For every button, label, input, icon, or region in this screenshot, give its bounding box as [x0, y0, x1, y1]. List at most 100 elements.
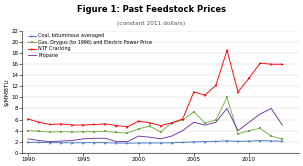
- Coal, bituminous averaged: [126, 142, 129, 144]
- Coal, bituminous averaged: [258, 140, 262, 142]
- NTF Cracking: [258, 62, 262, 64]
- NTF Cracking: [148, 122, 152, 124]
- Coal, bituminous averaged: [181, 141, 185, 143]
- Propane: [203, 124, 207, 126]
- Coal, bituminous averaged: [26, 141, 30, 143]
- Propane: [26, 138, 30, 140]
- Propane: [281, 124, 284, 126]
- Propane: [192, 121, 196, 123]
- Propane: [137, 135, 140, 137]
- Propane: [48, 141, 52, 143]
- Gas, Drygus (to 1996) and Electric Power Price: [159, 131, 162, 133]
- Gas, Drygus (to 1996) and Electric Power Price: [281, 138, 284, 140]
- Gas, Drygus (to 1996) and Electric Power Price: [26, 129, 30, 131]
- Coal, bituminous averaged: [159, 142, 162, 144]
- Propane: [104, 137, 107, 139]
- Coal, bituminous averaged: [192, 141, 196, 143]
- Coal, bituminous averaged: [37, 141, 41, 143]
- Text: (constant 2011 dollars): (constant 2011 dollars): [117, 21, 186, 26]
- NTF Cracking: [170, 122, 174, 124]
- Propane: [148, 136, 152, 138]
- Text: Figure 1: Past Feedstock Prices: Figure 1: Past Feedstock Prices: [77, 5, 226, 14]
- NTF Cracking: [181, 118, 185, 120]
- NTF Cracking: [192, 91, 196, 93]
- NTF Cracking: [247, 77, 251, 79]
- Coal, bituminous averaged: [148, 142, 152, 144]
- Propane: [269, 107, 273, 109]
- NTF Cracking: [82, 124, 85, 126]
- Line: NTF Cracking: NTF Cracking: [27, 49, 284, 128]
- Coal, bituminous averaged: [48, 142, 52, 144]
- Coal, bituminous averaged: [70, 142, 74, 144]
- Gas, Drygus (to 1996) and Electric Power Price: [59, 131, 63, 133]
- Gas, Drygus (to 1996) and Electric Power Price: [258, 127, 262, 129]
- Legend: Coal, bituminous averaged, Gas, Drygus (to 1996) and Electric Power Price, NTF C: Coal, bituminous averaged, Gas, Drygus (…: [28, 34, 152, 58]
- Propane: [37, 139, 41, 141]
- Gas, Drygus (to 1996) and Electric Power Price: [214, 119, 218, 121]
- Gas, Drygus (to 1996) and Electric Power Price: [115, 131, 118, 133]
- Coal, bituminous averaged: [59, 142, 63, 144]
- Coal, bituminous averaged: [203, 141, 207, 143]
- Propane: [115, 141, 118, 143]
- Gas, Drygus (to 1996) and Electric Power Price: [269, 135, 273, 137]
- Coal, bituminous averaged: [115, 142, 118, 144]
- Propane: [70, 139, 74, 141]
- NTF Cracking: [59, 123, 63, 125]
- Coal, bituminous averaged: [104, 142, 107, 144]
- NTF Cracking: [269, 63, 273, 65]
- Coal, bituminous averaged: [137, 142, 140, 144]
- Gas, Drygus (to 1996) and Electric Power Price: [192, 111, 196, 113]
- Propane: [59, 140, 63, 142]
- NTF Cracking: [137, 120, 140, 122]
- Gas, Drygus (to 1996) and Electric Power Price: [225, 96, 229, 98]
- NTF Cracking: [37, 121, 41, 123]
- NTF Cracking: [236, 91, 240, 93]
- Line: Propane: Propane: [28, 108, 282, 142]
- NTF Cracking: [26, 118, 30, 120]
- Gas, Drygus (to 1996) and Electric Power Price: [137, 128, 140, 130]
- Gas, Drygus (to 1996) and Electric Power Price: [37, 130, 41, 132]
- Propane: [92, 137, 96, 139]
- Gas, Drygus (to 1996) and Electric Power Price: [48, 131, 52, 133]
- Gas, Drygus (to 1996) and Electric Power Price: [236, 133, 240, 135]
- Coal, bituminous averaged: [236, 140, 240, 142]
- Propane: [214, 121, 218, 123]
- NTF Cracking: [70, 124, 74, 126]
- NTF Cracking: [203, 94, 207, 96]
- Gas, Drygus (to 1996) and Electric Power Price: [203, 122, 207, 124]
- Gas, Drygus (to 1996) and Electric Power Price: [92, 131, 96, 133]
- Gas, Drygus (to 1996) and Electric Power Price: [247, 129, 251, 131]
- Line: Coal, bituminous averaged: Coal, bituminous averaged: [27, 139, 284, 144]
- Gas, Drygus (to 1996) and Electric Power Price: [148, 125, 152, 127]
- Gas, Drygus (to 1996) and Electric Power Price: [104, 130, 107, 132]
- NTF Cracking: [92, 124, 96, 125]
- NTF Cracking: [214, 84, 218, 86]
- Coal, bituminous averaged: [82, 142, 85, 144]
- NTF Cracking: [225, 49, 229, 51]
- NTF Cracking: [48, 124, 52, 125]
- Propane: [126, 141, 129, 143]
- Propane: [225, 107, 229, 109]
- Line: Gas, Drygus (to 1996) and Electric Power Price: Gas, Drygus (to 1996) and Electric Power…: [27, 96, 284, 140]
- NTF Cracking: [115, 125, 118, 127]
- NTF Cracking: [126, 126, 129, 128]
- Y-axis label: $/MMBTU: $/MMBTU: [4, 78, 9, 106]
- Coal, bituminous averaged: [281, 140, 284, 142]
- Propane: [247, 121, 251, 123]
- Coal, bituminous averaged: [247, 140, 251, 142]
- Propane: [181, 129, 185, 131]
- Gas, Drygus (to 1996) and Electric Power Price: [70, 131, 74, 133]
- Propane: [159, 138, 162, 140]
- Coal, bituminous averaged: [214, 140, 218, 142]
- Coal, bituminous averaged: [269, 140, 273, 142]
- Propane: [170, 135, 174, 137]
- Gas, Drygus (to 1996) and Electric Power Price: [181, 119, 185, 121]
- Coal, bituminous averaged: [170, 142, 174, 144]
- Propane: [236, 129, 240, 131]
- Coal, bituminous averaged: [92, 142, 96, 144]
- NTF Cracking: [104, 123, 107, 125]
- Gas, Drygus (to 1996) and Electric Power Price: [170, 122, 174, 124]
- Coal, bituminous averaged: [225, 140, 229, 142]
- NTF Cracking: [159, 125, 162, 127]
- NTF Cracking: [281, 63, 284, 65]
